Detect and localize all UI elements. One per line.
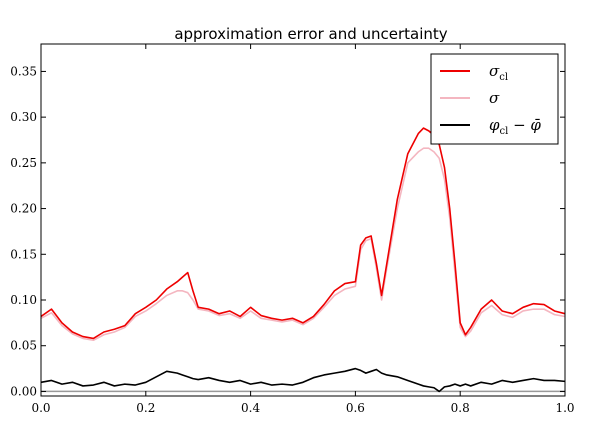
plot-area bbox=[40, 127, 566, 393]
legend-label-phi_diff: φcl − φ̄ bbox=[489, 116, 541, 137]
x-tick-label: 1.0 bbox=[555, 401, 574, 415]
x-tick-label: 0.6 bbox=[346, 401, 365, 415]
y-tick-label: 0.15 bbox=[10, 247, 37, 261]
x-tick-label: 0.8 bbox=[451, 401, 470, 415]
y-tick-label: 0.30 bbox=[10, 110, 37, 124]
series-line-sigma_cl bbox=[40, 127, 566, 340]
legend-label-sigma: σ bbox=[489, 89, 500, 107]
series-line-phi_diff bbox=[40, 367, 566, 393]
chart-title: approximation error and uncertainty bbox=[174, 25, 447, 43]
y-tick-label: 0.25 bbox=[10, 156, 37, 170]
x-tick-label: 0.0 bbox=[31, 401, 50, 415]
y-tick-label: 0.20 bbox=[10, 202, 37, 216]
y-tick-label: 0.05 bbox=[10, 339, 37, 353]
axes-frame bbox=[40, 43, 566, 397]
y-tick-label: 0.00 bbox=[10, 384, 37, 398]
legend: σcl σ φcl − φ̄ bbox=[430, 53, 559, 145]
x-tick-label: 0.2 bbox=[136, 401, 155, 415]
y-tick-label: 0.10 bbox=[10, 293, 37, 307]
axes: 0.0 0.2 0.4 0.6 0.8 1.0 0.00 0.05 0.10 0.15 0.20 0.… bbox=[10, 43, 575, 415]
legend-label-sigma_cl: σcl bbox=[489, 62, 508, 83]
series-line-sigma bbox=[40, 147, 566, 342]
x-tick-label: 0.4 bbox=[241, 401, 260, 415]
y-tick-label: 0.35 bbox=[10, 64, 37, 78]
